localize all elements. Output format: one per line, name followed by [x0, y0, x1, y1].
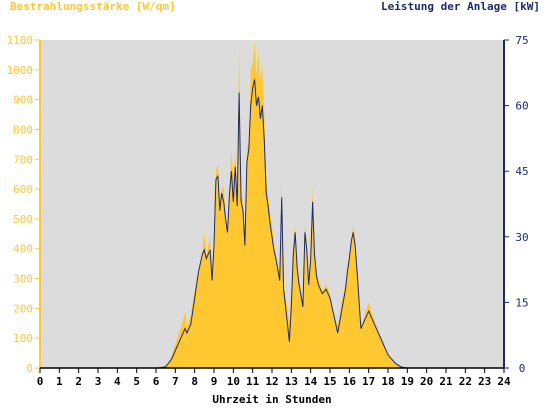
left-tick-label: 300 [13, 273, 33, 286]
x-tick-label: 6 [153, 375, 160, 388]
x-tick-label: 19 [401, 375, 414, 388]
x-tick-label: 9 [211, 375, 218, 388]
left-tick-label: 700 [13, 153, 33, 166]
right-tick-label: 45 [515, 165, 528, 178]
series-irradiance-area [40, 40, 504, 368]
x-axis-title: Uhrzeit in Stunden [212, 393, 332, 406]
x-tick-label: 0 [37, 375, 44, 388]
x-tick-label: 24 [497, 375, 511, 388]
x-tick-label: 18 [381, 375, 394, 388]
x-tick-label: 5 [133, 375, 140, 388]
right-tick-label: 0 [519, 362, 526, 375]
right-tick-label: 75 [515, 34, 528, 47]
left-tick-label: 800 [13, 123, 33, 136]
left-tick-label: 1000 [7, 64, 34, 77]
left-tick-label: 900 [13, 94, 33, 107]
x-tick-label: 21 [439, 375, 453, 388]
series-power-line [40, 79, 504, 369]
x-tick-label: 14 [304, 375, 318, 388]
left-tick-label: 0 [26, 362, 33, 375]
left-tick-label: 600 [13, 183, 33, 196]
x-tick-label: 23 [478, 375, 491, 388]
x-tick-label: 13 [285, 375, 298, 388]
left-tick-label: 200 [13, 302, 33, 315]
left-tick-label: 500 [13, 213, 33, 226]
x-tick-label: 22 [459, 375, 472, 388]
x-tick-label: 12 [265, 375, 278, 388]
left-tick-label: 1100 [7, 34, 34, 47]
x-tick-label: 10 [227, 375, 240, 388]
x-tick-label: 11 [246, 375, 260, 388]
x-tick-label: 8 [191, 375, 198, 388]
right-tick-label: 15 [515, 296, 528, 309]
left-tick-label: 400 [13, 243, 33, 256]
right-tick-label: 60 [515, 100, 528, 113]
x-tick-label: 7 [172, 375, 179, 388]
x-tick-label: 2 [75, 375, 82, 388]
right-tick-label: 30 [515, 231, 528, 244]
x-tick-label: 16 [343, 375, 357, 388]
x-tick-label: 1 [56, 375, 63, 388]
left-tick-label: 100 [13, 332, 33, 345]
x-tick-label: 4 [114, 375, 121, 388]
x-tick-label: 3 [95, 375, 102, 388]
right-axis-title: Leistung der Anlage [kW] [381, 0, 540, 13]
x-tick-label: 20 [420, 375, 433, 388]
x-tick-label: 17 [362, 375, 375, 388]
left-axis-title: Bestrahlungsstärke [W/qm] [10, 0, 176, 13]
x-tick-label: 15 [323, 375, 336, 388]
